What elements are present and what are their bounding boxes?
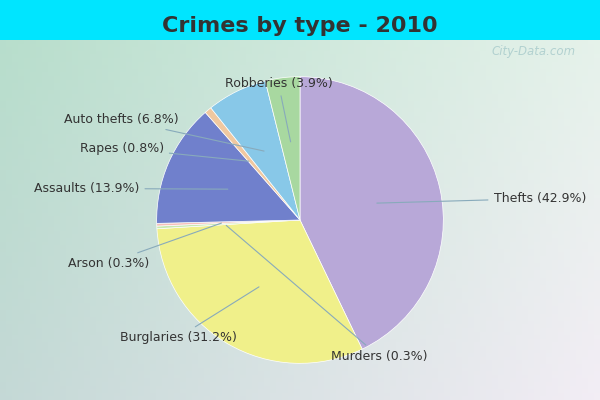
- Wedge shape: [205, 108, 300, 220]
- Text: Crimes by type - 2010: Crimes by type - 2010: [162, 16, 438, 36]
- Text: Arson (0.3%): Arson (0.3%): [68, 223, 221, 270]
- Wedge shape: [300, 77, 443, 349]
- Text: City-Data.com: City-Data.com: [492, 46, 576, 58]
- Text: Robberies (3.9%): Robberies (3.9%): [224, 77, 332, 142]
- Text: Burglaries (31.2%): Burglaries (31.2%): [120, 287, 259, 344]
- Wedge shape: [211, 81, 300, 220]
- Text: Assaults (13.9%): Assaults (13.9%): [34, 182, 228, 195]
- Wedge shape: [157, 220, 300, 229]
- Wedge shape: [157, 220, 300, 226]
- Wedge shape: [265, 77, 300, 220]
- Text: Murders (0.3%): Murders (0.3%): [226, 225, 427, 363]
- Text: Rapes (0.8%): Rapes (0.8%): [80, 142, 249, 161]
- Text: Auto thefts (6.8%): Auto thefts (6.8%): [64, 113, 264, 151]
- Wedge shape: [157, 112, 300, 223]
- Wedge shape: [157, 220, 362, 363]
- Text: Thefts (42.9%): Thefts (42.9%): [377, 192, 586, 205]
